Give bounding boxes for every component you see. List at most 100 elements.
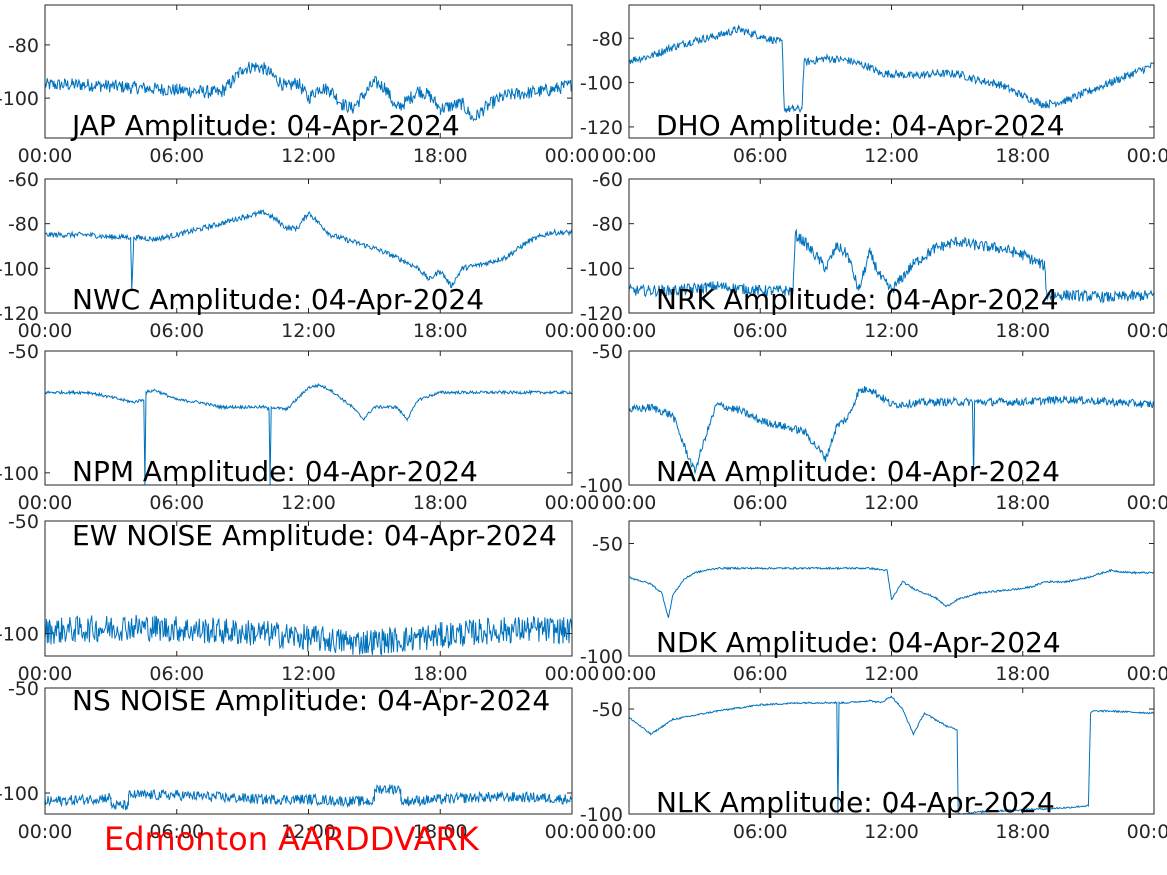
- x-tick-label: 12:00: [864, 492, 919, 514]
- panel-title: EW NOISE Amplitude: 04-Apr-2024: [72, 519, 557, 552]
- station-label: Edmonton AARDDVARK: [104, 820, 479, 858]
- y-tick-label: -80: [8, 214, 39, 236]
- x-tick-label: 12:00: [281, 821, 336, 843]
- x-tick-label: 06:00: [149, 145, 204, 167]
- y-tick-label: -50: [8, 341, 39, 363]
- x-tick-label: 06:00: [733, 492, 788, 514]
- x-tick-label: 12:00: [281, 492, 336, 514]
- panel-2: 00:00 06:00 12:00 18:00 00:00 -80 -100 -120 DHO …: [580, 4, 1167, 167]
- panel-title: NRK Amplitude: 04-Apr-2024: [656, 283, 1059, 316]
- x-tick-label: 18:00: [995, 663, 1050, 685]
- y-tick-label: -120: [580, 303, 623, 325]
- x-tick-label: 12:00: [864, 821, 919, 843]
- y-tick-label: -80: [592, 214, 623, 236]
- panel-4: 00:00 06:00 12:00 18:00 00:00 -60 -80 -100 -120 N…: [580, 169, 1167, 342]
- x-tick-label: 00:00: [602, 492, 657, 514]
- y-tick-label: -50: [592, 341, 623, 363]
- x-tick-label: 06:00: [149, 821, 204, 843]
- x-tick-label: 00:00: [602, 320, 657, 342]
- series-line: [45, 382, 572, 485]
- panel-title: NLK Amplitude: 04-Apr-2024: [656, 786, 1055, 819]
- x-tick-label: 12:00: [864, 145, 919, 167]
- x-tick-label: 00:00: [18, 663, 73, 685]
- series-line: [629, 695, 1154, 814]
- y-tick-label: -50: [8, 678, 39, 700]
- panel-3: 00:00 06:00 12:00 18:00 00:00 -60 -80 -100 -120 N…: [0, 169, 599, 342]
- x-tick-label: 00:00: [545, 145, 600, 167]
- x-tick-label: 18:00: [995, 145, 1050, 167]
- x-tick-label: 06:00: [733, 320, 788, 342]
- panel-9: 00:00 06:00 12:00 18:00 00:00 -50 -100 NS NOISE…: [0, 678, 599, 843]
- panel-title: NWC Amplitude: 04-Apr-2024: [72, 283, 484, 316]
- y-tick-label: -120: [580, 117, 623, 139]
- series-line: [45, 614, 572, 656]
- y-tick-label: -100: [0, 624, 39, 646]
- series-line: [629, 24, 1154, 113]
- y-tick-label: -50: [592, 534, 623, 556]
- y-tick-label: -50: [8, 511, 39, 533]
- x-tick-label: 18:00: [413, 821, 468, 843]
- y-tick-label: -80: [8, 35, 39, 57]
- series-line: [45, 784, 572, 811]
- x-tick-label: 00:00: [545, 821, 600, 843]
- y-tick-label: -120: [0, 303, 39, 325]
- x-tick-label: 18:00: [413, 145, 468, 167]
- y-tick-label: -100: [0, 783, 39, 805]
- x-tick-label: 12:00: [281, 320, 336, 342]
- series-line: [629, 566, 1154, 618]
- x-tick-label: 18:00: [995, 821, 1050, 843]
- y-tick-label: -100: [0, 258, 39, 280]
- x-tick-label: 00:00: [545, 492, 600, 514]
- x-tick-label: 18:00: [413, 492, 468, 514]
- series-line: [629, 386, 1154, 480]
- panel-10: 00:00 06:00 12:00 18:00 00:00 -50 -100 NLK Ampl…: [580, 687, 1167, 843]
- series-line: [45, 209, 572, 291]
- panel-5: 00:00 06:00 12:00 18:00 00:00 -50 -100 NPM Ampl…: [0, 341, 599, 514]
- y-tick-label: -100: [580, 475, 623, 497]
- series-line: [45, 61, 572, 122]
- y-tick-label: -80: [592, 28, 623, 50]
- x-tick-label: 00:00: [1127, 320, 1167, 342]
- panel-7: 00:00 06:00 12:00 18:00 00:00 -50 -100 EW NOISE…: [0, 511, 599, 685]
- x-tick-label: 18:00: [995, 492, 1050, 514]
- y-tick-label: -100: [580, 73, 623, 95]
- y-tick-label: -100: [0, 88, 39, 110]
- x-tick-label: 00:00: [545, 320, 600, 342]
- x-tick-label: 00:00: [1127, 663, 1167, 685]
- x-tick-label: 00:00: [18, 492, 73, 514]
- y-tick-label: -50: [592, 699, 623, 721]
- x-tick-label: 06:00: [149, 492, 204, 514]
- x-tick-label: 06:00: [733, 663, 788, 685]
- series-line: [629, 228, 1154, 304]
- panel-6: 00:00 06:00 12:00 18:00 00:00 -50 -100 NAA Ampl…: [580, 341, 1167, 514]
- x-tick-label: 00:00: [18, 145, 73, 167]
- y-tick-label: -100: [0, 463, 39, 485]
- x-tick-label: 18:00: [413, 320, 468, 342]
- x-tick-label: 06:00: [733, 821, 788, 843]
- y-tick-label: -100: [580, 258, 623, 280]
- panel-8: 00:00 06:00 12:00 18:00 00:00 -50 -100 NDK Ampl…: [580, 520, 1167, 685]
- panel-title: NS NOISE Amplitude: 04-Apr-2024: [72, 684, 550, 717]
- x-tick-label: 00:00: [602, 663, 657, 685]
- x-tick-label: 00:00: [602, 145, 657, 167]
- panel-title: NPM Amplitude: 04-Apr-2024: [72, 455, 478, 488]
- x-tick-label: 06:00: [733, 145, 788, 167]
- x-tick-label: 18:00: [413, 663, 468, 685]
- y-tick-label: -60: [592, 169, 623, 191]
- x-tick-label: 00:00: [1127, 821, 1167, 843]
- x-tick-label: 12:00: [281, 145, 336, 167]
- x-tick-label: 00:00: [18, 320, 73, 342]
- panel-title: NAA Amplitude: 04-Apr-2024: [656, 455, 1060, 488]
- y-tick-label: -100: [580, 804, 623, 826]
- x-tick-label: 12:00: [864, 320, 919, 342]
- x-tick-label: 18:00: [995, 320, 1050, 342]
- x-tick-label: 00:00: [1127, 492, 1167, 514]
- x-tick-label: 12:00: [864, 663, 919, 685]
- panel-title: JAP Amplitude: 04-Apr-2024: [70, 109, 460, 142]
- panel-title: DHO Amplitude: 04-Apr-2024: [656, 109, 1065, 142]
- x-tick-label: 00:00: [545, 663, 600, 685]
- panel-1: 00:00 06:00 12:00 18:00 00:00 -80 -100 JAP Ampl…: [0, 4, 600, 167]
- y-tick-label: -60: [8, 169, 39, 191]
- x-tick-label: 06:00: [149, 320, 204, 342]
